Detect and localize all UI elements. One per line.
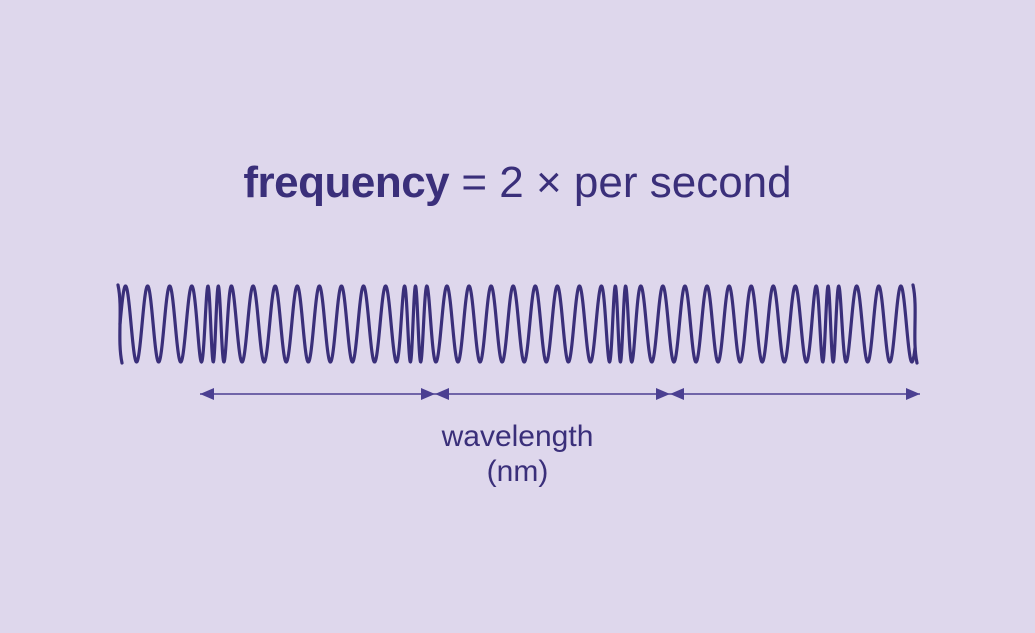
diagram-canvas: frequency = 2 × per second wavelength (n…: [0, 0, 1035, 633]
wavelength-unit: (nm): [487, 455, 549, 488]
wavelength-label: wavelength (nm): [0, 420, 1035, 489]
wave-diagram-svg: [0, 0, 1035, 633]
wavelength-text: wavelength: [442, 420, 594, 453]
waveform-path: [120, 286, 915, 362]
